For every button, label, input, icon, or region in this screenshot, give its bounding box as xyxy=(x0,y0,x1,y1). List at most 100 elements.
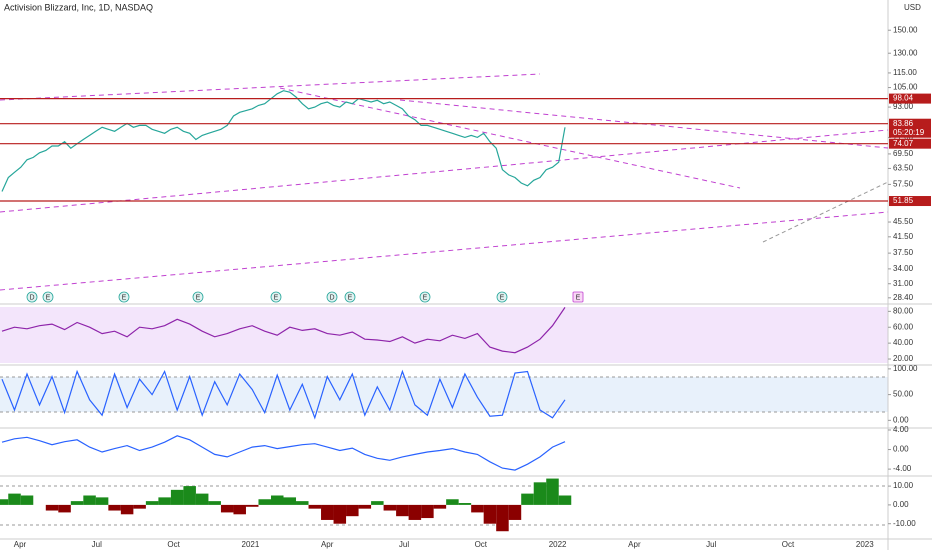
bar xyxy=(108,504,121,511)
stoch-band xyxy=(0,377,888,412)
level-label: 74.07 xyxy=(893,139,914,148)
level-label: 98.04 xyxy=(893,94,914,103)
event-label: E xyxy=(500,294,505,301)
bar xyxy=(346,504,359,517)
bar xyxy=(471,504,484,513)
y-tick-label: 37.50 xyxy=(893,248,914,257)
bar xyxy=(58,504,71,513)
y-tick-label: 105.00 xyxy=(893,83,918,92)
y-tick-label: 41.50 xyxy=(893,232,914,241)
event-label: E xyxy=(196,294,201,301)
y-tick-label: -10.00 xyxy=(893,519,916,528)
event-label: E xyxy=(348,294,353,301)
y-tick-label: 20.00 xyxy=(893,354,914,363)
bar xyxy=(358,504,372,509)
bar xyxy=(558,495,572,505)
bar xyxy=(158,497,171,505)
event-marker xyxy=(42,291,54,303)
bar xyxy=(208,501,221,505)
event-marker xyxy=(26,291,38,303)
bar xyxy=(170,489,184,505)
y-tick-label: 57.50 xyxy=(893,180,914,189)
x-tick-label: Apr xyxy=(14,540,27,549)
event-label: E xyxy=(122,294,127,301)
bar xyxy=(521,493,534,505)
bar xyxy=(371,501,384,505)
bar xyxy=(220,504,234,513)
bar xyxy=(446,499,459,505)
x-tick-label: Jul xyxy=(706,540,716,549)
y-tick-label: 31.00 xyxy=(893,279,914,288)
bar xyxy=(0,499,9,505)
y-tick-label: 100.00 xyxy=(893,364,918,373)
event-marker xyxy=(192,291,204,303)
x-tick-label: Jul xyxy=(92,540,102,549)
y-tick-label: 69.50 xyxy=(893,149,914,158)
y-tick-label: 150.00 xyxy=(893,25,918,34)
bar xyxy=(8,493,21,505)
bar xyxy=(83,495,96,505)
y-tick-label: 0.00 xyxy=(893,415,909,424)
bar xyxy=(433,504,447,509)
event-label: D xyxy=(329,294,334,301)
chart-title: Activision Blizzard, Inc, 1D, NASDAQ xyxy=(4,2,153,12)
currency: USD xyxy=(904,3,921,12)
level-tag xyxy=(889,118,931,138)
bar xyxy=(533,482,547,505)
event-label: E xyxy=(46,294,51,301)
level-label: 83.86 xyxy=(893,119,914,128)
y-tick-label: 0.00 xyxy=(893,445,909,454)
y-tick-label: 115.00 xyxy=(893,68,917,77)
bar xyxy=(120,504,134,515)
y-tick-label: 130.00 xyxy=(893,48,918,57)
x-tick-label: Oct xyxy=(475,540,488,549)
x-tick-label: Apr xyxy=(321,540,334,549)
level-label: 51.85 xyxy=(893,196,914,205)
y-tick-label: 4.00 xyxy=(893,425,909,434)
bar xyxy=(133,504,146,509)
event-marker xyxy=(270,291,282,303)
bar xyxy=(333,504,347,524)
bar xyxy=(421,504,434,519)
event-marker xyxy=(419,291,431,303)
event-marker xyxy=(572,291,584,303)
y-tick-label: 60.00 xyxy=(893,322,914,331)
event-marker xyxy=(344,291,356,303)
bar xyxy=(296,501,309,505)
x-tick-label: 2021 xyxy=(242,540,260,549)
level-tag xyxy=(889,196,931,207)
bar xyxy=(245,504,259,507)
y-tick-label: 40.00 xyxy=(893,338,914,347)
bar xyxy=(496,504,509,532)
event-label: E xyxy=(423,294,428,301)
y-tick-label: 0.00 xyxy=(893,500,909,509)
bar xyxy=(321,504,334,520)
bar xyxy=(508,504,522,520)
x-tick-label: Oct xyxy=(167,540,180,549)
event-marker xyxy=(118,291,130,303)
event-marker xyxy=(496,291,508,303)
event-label: E xyxy=(576,294,581,301)
bar xyxy=(270,495,284,505)
x-tick-label: 2022 xyxy=(549,540,567,549)
bar xyxy=(283,497,297,505)
bar xyxy=(45,504,59,511)
rsi-band xyxy=(0,307,888,363)
trend-lines xyxy=(0,73,889,291)
series-line xyxy=(1,369,566,420)
bar xyxy=(458,503,472,505)
bar xyxy=(396,504,409,517)
band-lines xyxy=(0,376,888,526)
series-line xyxy=(1,435,566,471)
event-label: D xyxy=(29,294,34,301)
x-tick-label: 2023 xyxy=(856,540,874,549)
level-tag xyxy=(889,93,931,104)
bar xyxy=(483,504,497,524)
bar xyxy=(195,493,209,505)
projection-line xyxy=(762,181,889,243)
bar xyxy=(233,504,246,515)
bar xyxy=(95,497,109,505)
series-line xyxy=(1,307,566,354)
